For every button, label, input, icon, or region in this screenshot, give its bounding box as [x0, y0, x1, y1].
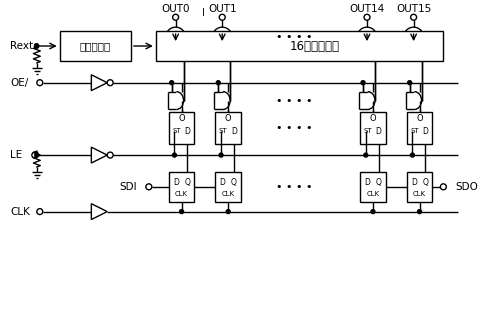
- Text: CLK: CLK: [222, 191, 234, 197]
- Text: Q: Q: [376, 178, 382, 187]
- Bar: [360, 113, 386, 144]
- Text: • • • •: • • • •: [276, 32, 313, 42]
- Text: Q: Q: [184, 178, 190, 187]
- Text: Q: Q: [422, 178, 428, 187]
- Text: D: D: [173, 178, 179, 187]
- Circle shape: [172, 14, 178, 20]
- Text: D: D: [422, 127, 428, 136]
- Circle shape: [37, 80, 43, 86]
- Text: ST: ST: [218, 128, 228, 135]
- Circle shape: [404, 27, 423, 47]
- Text: O: O: [416, 114, 423, 123]
- Text: D: D: [364, 178, 370, 187]
- Text: D: D: [184, 127, 190, 136]
- Circle shape: [226, 210, 230, 214]
- Text: CLK: CLK: [175, 191, 188, 197]
- Polygon shape: [92, 147, 107, 163]
- Bar: [216, 172, 241, 202]
- Text: O: O: [178, 114, 185, 123]
- Text: OUT1: OUT1: [208, 4, 236, 14]
- Text: I: I: [202, 8, 205, 18]
- Circle shape: [418, 210, 422, 214]
- Circle shape: [180, 210, 184, 214]
- Wedge shape: [223, 93, 230, 108]
- Circle shape: [410, 153, 414, 157]
- Circle shape: [37, 209, 43, 214]
- Circle shape: [35, 44, 39, 48]
- Text: D: D: [376, 127, 382, 136]
- Text: D: D: [411, 178, 417, 187]
- Wedge shape: [414, 93, 422, 108]
- Wedge shape: [176, 93, 184, 108]
- Text: OUT15: OUT15: [396, 4, 431, 14]
- Circle shape: [107, 80, 113, 86]
- Text: CLK: CLK: [10, 207, 30, 216]
- Bar: [406, 172, 432, 202]
- Circle shape: [172, 153, 176, 157]
- Circle shape: [364, 153, 368, 157]
- Text: ST: ST: [172, 128, 180, 135]
- Text: O: O: [225, 114, 232, 123]
- Circle shape: [220, 14, 225, 20]
- Circle shape: [371, 210, 375, 214]
- Bar: [406, 113, 432, 144]
- Text: D: D: [231, 127, 237, 136]
- Bar: [60, 31, 131, 61]
- Text: • • • •: • • • •: [276, 96, 313, 106]
- Text: SDO: SDO: [456, 182, 478, 192]
- Circle shape: [212, 27, 232, 47]
- Text: ST: ST: [364, 128, 372, 135]
- Text: Rexto: Rexto: [10, 41, 40, 51]
- Circle shape: [32, 152, 38, 158]
- Circle shape: [364, 14, 370, 20]
- Text: O: O: [370, 114, 376, 123]
- Text: CLK: CLK: [366, 191, 380, 197]
- Bar: [156, 31, 444, 61]
- Wedge shape: [368, 93, 375, 108]
- Bar: [168, 172, 194, 202]
- Circle shape: [440, 184, 446, 190]
- Text: 16位输出驱动: 16位输出驱动: [290, 40, 340, 52]
- Text: OE/: OE/: [10, 78, 29, 88]
- Text: CLK: CLK: [413, 191, 426, 197]
- Polygon shape: [92, 75, 107, 91]
- Text: ST: ST: [410, 128, 418, 135]
- Text: LE: LE: [10, 150, 22, 160]
- Text: D: D: [220, 178, 226, 187]
- Bar: [168, 113, 194, 144]
- Text: OUT14: OUT14: [350, 4, 384, 14]
- Circle shape: [219, 153, 223, 157]
- Circle shape: [357, 27, 377, 47]
- Circle shape: [35, 153, 39, 157]
- Circle shape: [170, 81, 173, 85]
- Circle shape: [146, 184, 152, 190]
- Text: • • • •: • • • •: [276, 182, 313, 192]
- Text: • • • •: • • • •: [276, 123, 313, 133]
- Circle shape: [216, 81, 220, 85]
- Circle shape: [107, 152, 113, 158]
- Text: 电流调整器: 电流调整器: [80, 41, 111, 51]
- Bar: [360, 172, 386, 202]
- Text: Q: Q: [231, 178, 237, 187]
- Circle shape: [410, 14, 416, 20]
- Text: OUT0: OUT0: [162, 4, 190, 14]
- Bar: [216, 113, 241, 144]
- Circle shape: [408, 81, 412, 85]
- Text: SDI: SDI: [120, 182, 137, 192]
- Circle shape: [361, 81, 365, 85]
- Polygon shape: [92, 204, 107, 219]
- Circle shape: [166, 27, 186, 47]
